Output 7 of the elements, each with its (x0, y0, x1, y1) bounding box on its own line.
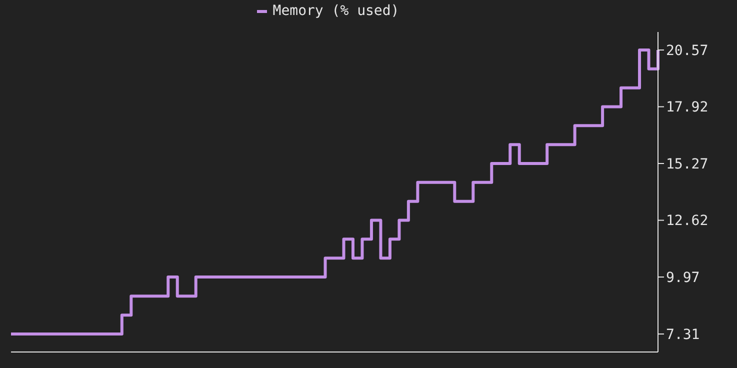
y-tick-label: 12.62 (666, 213, 708, 230)
legend-label: Memory (% used) (272, 3, 400, 19)
y-tick-label: 15.27 (666, 156, 708, 172)
y-tick-label: 7.31 (666, 326, 700, 343)
y-tick-label: 20.57 (666, 42, 708, 59)
y-tick-label: 9.97 (666, 270, 700, 286)
y-tick-label: 17.92 (666, 100, 708, 116)
